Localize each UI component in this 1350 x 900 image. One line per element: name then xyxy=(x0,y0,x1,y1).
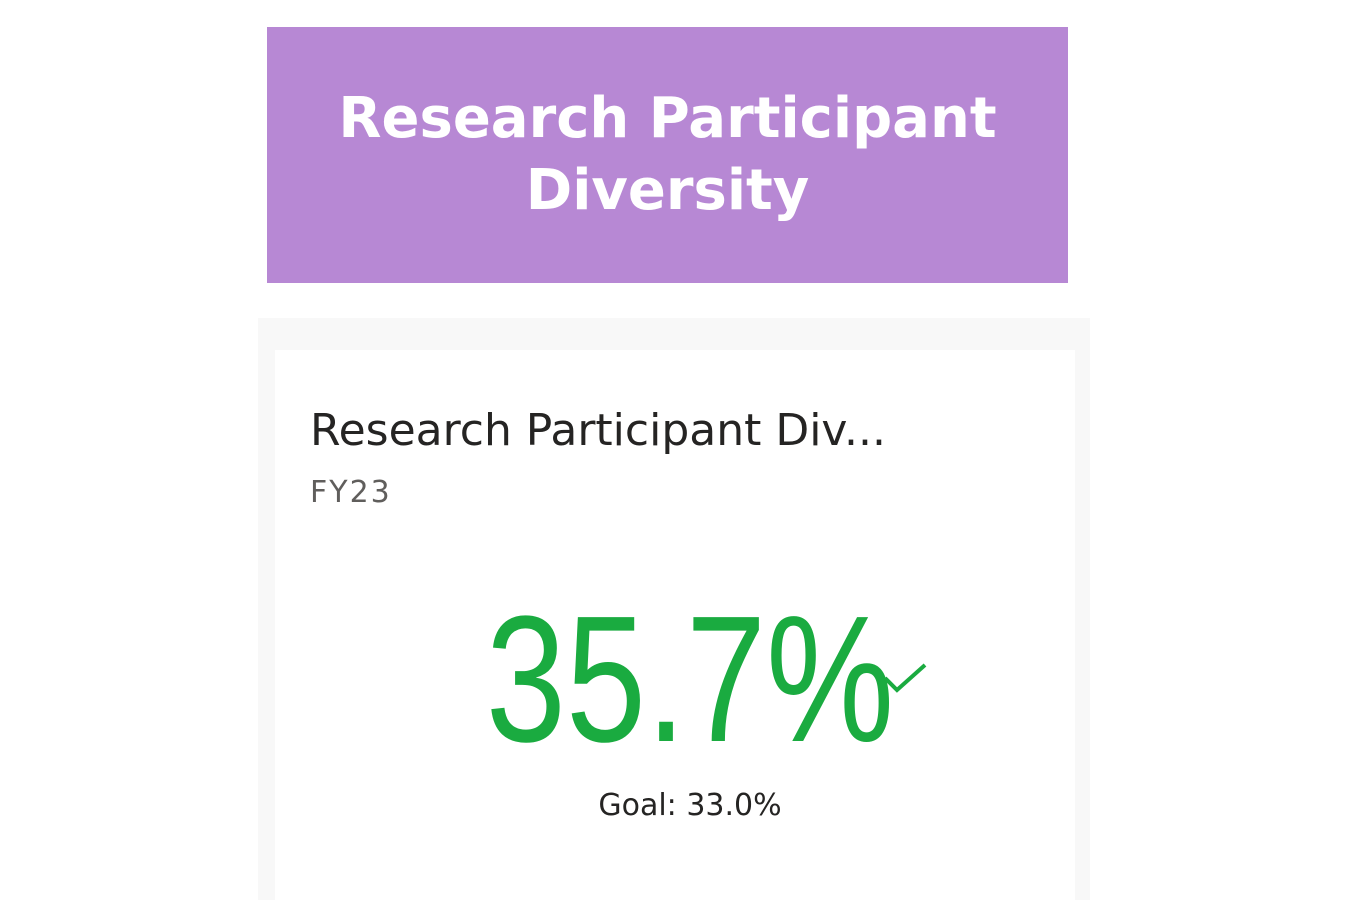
banner-title: Research Participant Diversity xyxy=(338,86,997,223)
kpi-subtitle: FY23 xyxy=(310,475,392,510)
banner: Research Participant Diversity xyxy=(267,27,1068,283)
kpi-goal: Goal: 33.0% xyxy=(598,788,782,823)
kpi-value: 35.7% xyxy=(485,579,895,780)
check-icon xyxy=(883,663,927,693)
kpi-card xyxy=(275,350,1075,900)
check-mark xyxy=(883,663,927,693)
kpi-title: Research Participant Div... xyxy=(310,405,887,456)
